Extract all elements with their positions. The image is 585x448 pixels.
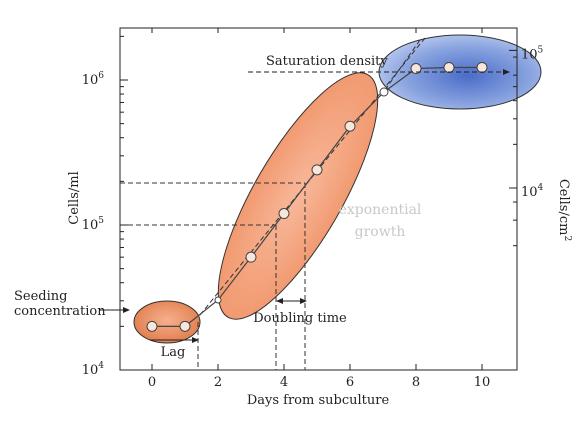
y-left-tick-label: 105 — [82, 216, 105, 233]
x-tick-label-10: 10 — [474, 375, 491, 390]
data-point-day-9 — [443, 61, 455, 73]
data-point-day-10 — [476, 61, 488, 73]
plot-frame — [119, 27, 518, 371]
y-right-axis-ticks: 104 105 — [509, 45, 544, 247]
y-right-tick-label: 105 — [521, 45, 544, 62]
annotation-arrows — [100, 69, 510, 343]
data-point-day-8 — [410, 63, 422, 75]
x-tick-label-2: 2 — [214, 375, 222, 390]
y-left-tick-label: 104 — [82, 361, 105, 378]
lag-phase-ellipse — [133, 300, 201, 344]
saturation-arrow-head — [503, 69, 510, 75]
exponential-phase-ellipse — [217, 72, 379, 320]
seeding-concentration-label-line1: Seeding — [14, 289, 67, 304]
y-right-axis-label: Cells/cm2 — [556, 179, 572, 241]
transition-point-lag — [214, 296, 222, 304]
data-point-day-5 — [311, 164, 323, 176]
data-point-day-0 — [146, 320, 158, 332]
doubling-time-label: Doubling time — [253, 311, 347, 326]
data-point-day-6 — [344, 120, 356, 132]
exponential-growth-label-line1: exponential — [339, 202, 422, 218]
y-right-tick-label: 104 — [521, 183, 544, 200]
x-tick-label-8: 8 — [412, 375, 420, 390]
data-point-day-1 — [179, 320, 191, 332]
doubling-arrow-head-left — [276, 298, 283, 304]
y-left-axis-label: Cells/ml — [67, 171, 82, 225]
x-tick-label-6: 6 — [346, 375, 354, 390]
x-tick-label-0: 0 — [148, 375, 156, 390]
y-left-axis-ticks: 104 105 106 — [82, 35, 128, 378]
seeding-arrow-head — [123, 307, 130, 313]
x-tick-label-4: 4 — [280, 375, 288, 390]
data-point-day-4 — [278, 208, 290, 220]
transition-point-saturation — [379, 87, 389, 97]
lag-arrow-head — [192, 337, 199, 343]
phase-ellipses — [133, 34, 542, 344]
saturation-density-label: Saturation density — [266, 54, 388, 69]
seeding-concentration-label-line2: concentration — [14, 304, 106, 319]
y-left-tick-label: 106 — [82, 71, 105, 88]
exponential-growth-label-line2: growth — [355, 224, 406, 240]
x-axis-ticks: 0 2 4 6 8 10 — [148, 28, 490, 390]
lag-label: Lag — [161, 345, 186, 360]
x-axis-label: Days from subculture — [247, 393, 390, 408]
doubling-arrow-head-right — [300, 298, 307, 304]
guide-saturation-extrapolation — [384, 39, 421, 91]
data-point-day-3 — [245, 251, 257, 263]
data-series — [146, 61, 488, 332]
